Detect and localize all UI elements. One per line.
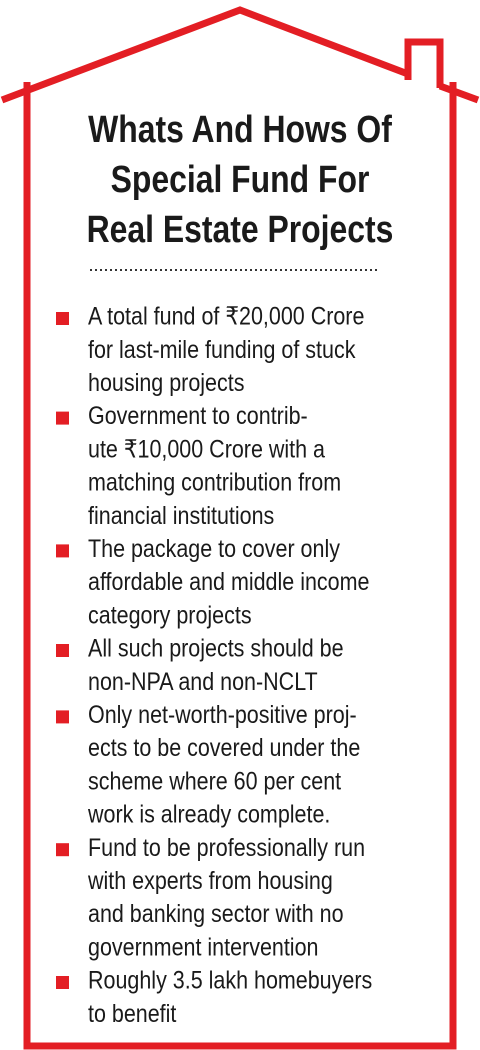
bullet: [56, 411, 69, 425]
item-line-wrap: The package to cover only: [88, 534, 340, 562]
item-line-wrap: non-NPA and non-NCLT: [88, 667, 318, 695]
bullet: [56, 312, 69, 325]
item-line-wrap: with experts from housing: [87, 866, 333, 894]
item-line: ute ₹10,000 Crore with a: [88, 435, 325, 463]
item-line-wrap: matching contribution from: [88, 468, 341, 496]
title-line: Whats And Hows Of: [88, 108, 392, 150]
item-line: scheme where 60 per cent: [88, 767, 342, 795]
bullet: [56, 544, 69, 558]
bullet: [56, 843, 69, 857]
roof-left: [0, 6, 410, 104]
roof-right: [438, 82, 480, 104]
item-line: work is already complete.: [87, 800, 330, 828]
item-line-wrap: work is already complete.: [87, 800, 330, 828]
item-line: for last-mile funding of stuck: [88, 335, 356, 363]
item-line: housing projects: [88, 368, 244, 396]
bullet: [56, 644, 69, 657]
item-line: financial institutions: [88, 501, 274, 529]
item-list: A total fund of ₹20,000 Crore for last-mi…: [56, 302, 372, 1027]
chimney: [404, 38, 444, 88]
title-line: Special Fund For: [111, 158, 370, 200]
bullet: [56, 976, 69, 989]
title-line-wrap: Whats And Hows Of: [88, 108, 392, 150]
title-line: Real Estate Projects: [87, 208, 394, 250]
item-line: The package to cover only: [88, 534, 340, 562]
item-line-wrap: affordable and middle income: [88, 568, 369, 596]
item-line-wrap: financial institutions: [88, 501, 274, 529]
item-line: matching contribution from: [88, 468, 341, 496]
title: Whats And Hows Of Special Fund For Real Es…: [87, 108, 394, 250]
item-line-wrap: housing projects: [88, 368, 244, 396]
house-outline: [0, 6, 480, 1050]
item-line-wrap: ute ₹10,000 Crore with a: [88, 435, 325, 463]
item-line-wrap: government intervention: [88, 933, 318, 961]
item-line-wrap: Roughly 3.5 lakh homebuyers: [88, 966, 372, 994]
bullet: [56, 710, 69, 724]
item-line-wrap: for last-mile funding of stuck: [88, 335, 356, 363]
item-line: All such projects should be: [88, 634, 344, 662]
item-line: A total fund of ₹20,000 Crore: [88, 302, 364, 330]
item-line: non-NPA and non-NCLT: [88, 667, 318, 695]
item-line-wrap: category projects: [88, 601, 252, 629]
item-line-wrap: Government to contrib-: [88, 402, 308, 430]
item-line: Roughly 3.5 lakh homebuyers: [88, 966, 372, 994]
item-line: to benefit: [88, 999, 177, 1027]
item-line: ects to be covered under the: [88, 734, 360, 762]
item-line-wrap: Fund to be professionally run: [88, 833, 365, 861]
item-line-wrap: Only net-worth-positive proj-: [88, 700, 357, 728]
walls: [23, 82, 457, 1050]
item-line: Only net-worth-positive proj-: [88, 700, 357, 728]
item-line: Government to contrib-: [88, 402, 308, 430]
item-line-wrap: All such projects should be: [88, 634, 344, 662]
item-line-wrap: A total fund of ₹20,000 Crore: [88, 302, 364, 330]
item-line: and banking sector with no: [88, 900, 344, 928]
item-line-wrap: to benefit: [88, 999, 177, 1027]
item-line: category projects: [88, 601, 252, 629]
title-line-wrap: Real Estate Projects: [87, 208, 394, 250]
item-line: Fund to be professionally run: [88, 833, 365, 861]
title-line-wrap: Special Fund For: [111, 158, 370, 200]
item-line: with experts from housing: [87, 866, 333, 894]
item-line: government intervention: [88, 933, 318, 961]
item-line: affordable and middle income: [88, 568, 369, 596]
item-line-wrap: and banking sector with no: [88, 900, 344, 928]
item-line-wrap: scheme where 60 per cent: [88, 767, 342, 795]
item-line-wrap: ects to be covered under the: [88, 734, 360, 762]
